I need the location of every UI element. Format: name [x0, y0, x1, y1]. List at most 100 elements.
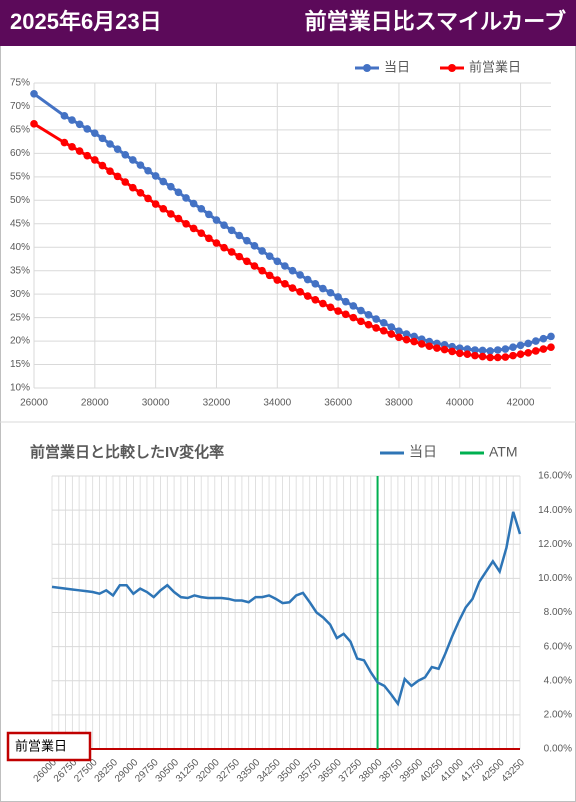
- marker: [509, 351, 517, 360]
- marker: [531, 347, 540, 355]
- x-tick-label: 40000: [446, 398, 474, 409]
- marker: [516, 341, 525, 350]
- marker: [167, 182, 175, 191]
- marker: [531, 337, 540, 345]
- y-tick-label: 14.00%: [538, 505, 572, 516]
- marker: [243, 257, 251, 266]
- x-tick-label: 32000: [203, 398, 231, 409]
- marker: [243, 236, 251, 245]
- marker: [303, 275, 312, 284]
- marker: [524, 349, 532, 357]
- marker: [189, 199, 198, 208]
- marker: [395, 327, 403, 336]
- marker: [486, 353, 494, 362]
- marker: [189, 224, 198, 233]
- marker: [296, 271, 304, 279]
- legend-label: ATM: [489, 444, 518, 460]
- y-tick-label: 50%: [10, 195, 30, 206]
- marker: [144, 194, 152, 203]
- baseline-label-box: [6, 731, 92, 762]
- marker: [144, 166, 152, 175]
- marker: [136, 161, 145, 169]
- marker: [220, 243, 228, 252]
- marker: [509, 343, 517, 351]
- marker: [319, 284, 327, 293]
- marker: [334, 307, 342, 315]
- marker: [387, 330, 396, 338]
- marker: [311, 280, 320, 288]
- marker: [227, 248, 236, 256]
- marker: [417, 340, 426, 348]
- marker: [395, 333, 403, 342]
- marker: [151, 172, 160, 180]
- y-tick-label: 60%: [10, 148, 30, 159]
- marker: [136, 189, 145, 197]
- marker: [83, 151, 92, 160]
- marker: [516, 350, 525, 359]
- header-bar: [0, 0, 576, 46]
- marker: [303, 292, 312, 300]
- marker: [281, 262, 289, 270]
- y-tick-label: 25%: [10, 312, 30, 323]
- marker: [167, 210, 175, 218]
- marker: [410, 337, 418, 346]
- marker: [30, 120, 38, 128]
- marker: [220, 221, 228, 229]
- y-tick-label: 6.00%: [544, 641, 572, 652]
- marker: [478, 346, 487, 355]
- marker: [486, 347, 494, 355]
- marker: [433, 344, 441, 352]
- y-tick-label: 70%: [10, 101, 30, 112]
- marker: [501, 353, 510, 361]
- marker: [273, 257, 282, 266]
- header-date: 2025年6月23日: [10, 9, 162, 34]
- y-tick-label: 8.00%: [544, 607, 572, 618]
- marker: [91, 156, 99, 164]
- marker: [113, 145, 122, 153]
- marker: [182, 194, 190, 202]
- y-tick-label: 45%: [10, 218, 30, 229]
- y-tick-label: 75%: [10, 78, 30, 89]
- marker: [129, 156, 137, 164]
- marker: [524, 339, 532, 348]
- y-tick-label: 55%: [10, 171, 30, 182]
- marker: [402, 330, 411, 338]
- y-tick-label: 10.00%: [538, 573, 572, 584]
- marker: [440, 345, 449, 354]
- marker: [235, 231, 244, 240]
- marker: [471, 346, 479, 354]
- marker: [326, 303, 335, 312]
- marker: [68, 116, 76, 124]
- baseline-label: 前営業日: [15, 738, 67, 753]
- marker: [372, 315, 380, 323]
- marker: [174, 214, 183, 223]
- marker: [98, 161, 107, 170]
- marker: [113, 172, 122, 181]
- y-tick-label: 65%: [10, 125, 30, 136]
- y-tick-label: 12.00%: [538, 539, 572, 550]
- marker: [448, 347, 456, 356]
- marker: [258, 247, 266, 255]
- marker: [341, 310, 350, 319]
- y-tick-label: 15%: [10, 359, 30, 370]
- x-tick-label: 26000: [20, 398, 48, 409]
- series-line: [51, 511, 522, 707]
- marker: [60, 112, 69, 120]
- marker: [334, 293, 342, 301]
- marker: [463, 350, 472, 359]
- marker: [501, 345, 510, 353]
- marker: [402, 335, 411, 344]
- y-tick-label: 0.00%: [544, 744, 572, 755]
- marker: [349, 313, 358, 322]
- y-tick-label: 30%: [10, 289, 30, 300]
- marker: [250, 242, 259, 250]
- marker: [364, 320, 373, 329]
- marker: [106, 140, 114, 148]
- marker: [493, 353, 502, 362]
- legend-label: 当日: [409, 444, 437, 460]
- marker: [159, 204, 168, 213]
- marker: [83, 125, 92, 133]
- y-tick-label: 35%: [10, 265, 30, 276]
- marker: [68, 143, 76, 151]
